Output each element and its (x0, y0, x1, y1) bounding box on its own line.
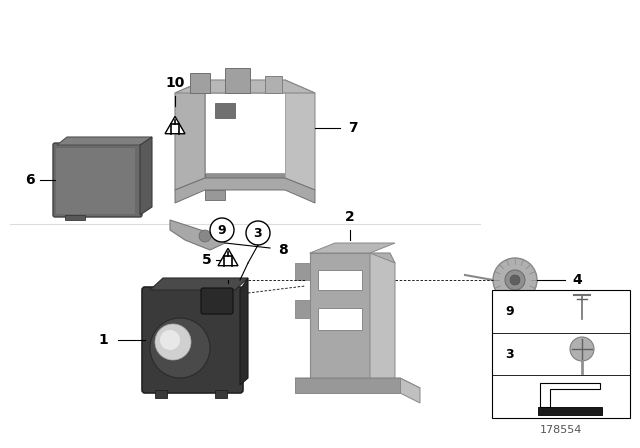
Circle shape (510, 275, 520, 285)
FancyBboxPatch shape (142, 287, 243, 393)
Polygon shape (295, 378, 420, 388)
Text: 4: 4 (572, 273, 582, 287)
Polygon shape (285, 80, 315, 190)
Polygon shape (295, 300, 310, 318)
Polygon shape (170, 220, 225, 250)
Circle shape (570, 337, 594, 361)
Text: 5: 5 (202, 253, 212, 267)
Text: 9: 9 (506, 305, 515, 318)
Polygon shape (218, 248, 238, 266)
Polygon shape (318, 308, 362, 330)
Polygon shape (57, 137, 152, 145)
Polygon shape (215, 103, 235, 118)
Polygon shape (205, 80, 285, 178)
Text: 8: 8 (278, 243, 288, 257)
Polygon shape (318, 270, 362, 290)
Text: 9: 9 (218, 224, 227, 237)
FancyBboxPatch shape (56, 148, 135, 214)
Text: 10: 10 (165, 76, 185, 90)
Text: 6: 6 (25, 173, 35, 187)
Polygon shape (400, 378, 420, 403)
Text: 2: 2 (345, 210, 355, 224)
Polygon shape (295, 263, 310, 280)
Text: 7: 7 (348, 121, 358, 135)
Text: 178554: 178554 (540, 425, 582, 435)
Circle shape (199, 230, 211, 242)
Polygon shape (205, 190, 225, 200)
Circle shape (505, 270, 525, 290)
Polygon shape (175, 80, 315, 93)
Circle shape (155, 324, 191, 360)
Polygon shape (310, 253, 395, 263)
Polygon shape (540, 383, 600, 407)
Text: 3: 3 (506, 348, 515, 361)
Polygon shape (190, 73, 210, 93)
Polygon shape (155, 390, 167, 398)
Polygon shape (310, 253, 370, 378)
Polygon shape (265, 76, 282, 93)
Text: 1: 1 (99, 333, 108, 347)
Circle shape (493, 258, 537, 302)
Polygon shape (295, 378, 400, 393)
Polygon shape (175, 178, 315, 203)
Polygon shape (165, 116, 185, 134)
Polygon shape (175, 80, 205, 190)
Polygon shape (310, 243, 395, 253)
Circle shape (210, 218, 234, 242)
Polygon shape (65, 215, 85, 220)
Circle shape (160, 330, 180, 350)
Circle shape (246, 221, 270, 245)
Text: 3: 3 (253, 227, 262, 240)
Polygon shape (215, 390, 227, 398)
Polygon shape (205, 93, 285, 173)
Polygon shape (240, 278, 248, 385)
FancyBboxPatch shape (201, 288, 233, 314)
Polygon shape (150, 278, 248, 290)
FancyBboxPatch shape (53, 143, 142, 217)
Polygon shape (140, 137, 152, 215)
FancyBboxPatch shape (538, 407, 602, 415)
FancyBboxPatch shape (492, 290, 630, 418)
Polygon shape (370, 253, 395, 388)
Circle shape (150, 318, 210, 378)
Polygon shape (225, 68, 250, 93)
